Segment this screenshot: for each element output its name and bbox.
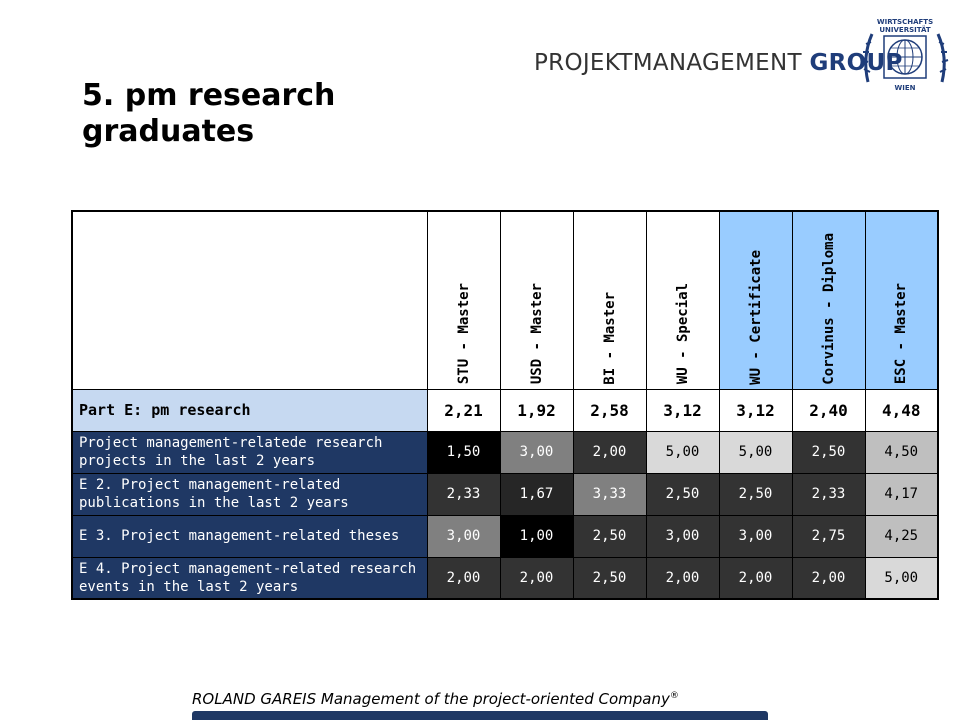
column-header-label: Corvinus - Diploma — [820, 232, 837, 385]
value-cell: 2,75 — [791, 514, 866, 558]
research-table: STU - Master USD - Master BI - Master WU - … — [71, 210, 939, 600]
row-label: E 2. Project management-related publicat… — [71, 472, 428, 516]
brand-right: GROUP — [809, 50, 903, 76]
value-cell: 2,33 — [791, 472, 866, 516]
column-header-label: BI - Master — [601, 291, 618, 385]
header-row: STU - Master USD - Master BI - Master WU - … — [71, 210, 939, 390]
row-label: E 4. Project management-related research… — [71, 556, 428, 600]
part-label: Part E: pm research — [71, 388, 428, 432]
value-cell: 1,00 — [499, 514, 574, 558]
value-cell: 2,00 — [645, 556, 720, 600]
value-cell: 1,67 — [499, 472, 574, 516]
column-header-label: WU - Certificate — [747, 249, 764, 385]
value-cell: 5,00 — [645, 430, 720, 474]
value-cell: 3,00 — [718, 514, 793, 558]
table-row: E 4. Project management-related research… — [71, 556, 939, 600]
part-value-cell: 2,58 — [572, 388, 647, 432]
seal-top-text: WIRTSCHAFTS — [877, 18, 933, 26]
value-cell: 2,00 — [499, 556, 574, 600]
part-value-cell: 1,92 — [499, 388, 574, 432]
column-header-label: WU - Special — [674, 283, 691, 385]
value-cell: 3,00 — [426, 514, 501, 558]
footer-text: ROLAND GAREIS Management of the project-… — [192, 690, 670, 708]
part-value-cell: 3,12 — [718, 388, 793, 432]
row-label: E 3. Project management-related theses — [71, 514, 428, 558]
value-cell: 3,00 — [645, 514, 720, 558]
value-cell: 2,50 — [645, 472, 720, 516]
row-label: Project management-relatede research pro… — [71, 430, 428, 474]
value-cell: 3,00 — [499, 430, 574, 474]
brand-left: PROJEKTMANAGEMENT — [534, 50, 802, 76]
column-header: WU - Certificate — [718, 210, 793, 390]
table-row: E 2. Project management-related publicat… — [71, 472, 939, 516]
column-header-label: ESC - Master — [893, 283, 910, 385]
value-cell: 2,00 — [572, 430, 647, 474]
column-header-label: USD - Master — [528, 283, 545, 385]
column-header: ESC - Master — [864, 210, 939, 390]
value-cell: 4,17 — [864, 472, 939, 516]
value-cell: 2,00 — [791, 556, 866, 600]
column-header: BI - Master — [572, 210, 647, 390]
seal-bottom-text: WIEN — [895, 84, 916, 92]
registered-mark: ® — [669, 691, 679, 701]
table-row: Project management-relatede research pro… — [71, 430, 939, 474]
page-title: 5. pm research graduates — [82, 78, 336, 149]
value-cell: 3,33 — [572, 472, 647, 516]
column-header: USD - Master — [499, 210, 574, 390]
table-row: E 3. Project management-related theses 3,… — [71, 514, 939, 558]
value-cell: 1,50 — [426, 430, 501, 474]
value-cell: 2,50 — [572, 556, 647, 600]
column-header: Corvinus - Diploma — [791, 210, 866, 390]
part-row: Part E: pm research 2,21 1,92 2,58 3,12 3,12 2… — [71, 388, 939, 432]
part-value-cell: 2,21 — [426, 388, 501, 432]
part-value-cell: 3,12 — [645, 388, 720, 432]
seal-mid-text: UNIVERSITÄT — [879, 25, 930, 34]
value-cell: 5,00 — [718, 430, 793, 474]
column-header: STU - Master — [426, 210, 501, 390]
brand-wordmark: PROJEKTMANAGEMENT GROUP — [534, 50, 903, 76]
value-cell: 4,25 — [864, 514, 939, 558]
header-blank-cell — [71, 210, 428, 390]
footer-bar — [192, 711, 768, 720]
footer-caption: ROLAND GAREIS Management of the project-… — [192, 690, 679, 708]
value-cell: 4,50 — [864, 430, 939, 474]
university-seal-icon: WIRTSCHAFTS UNIVERSITÄT WIEN — [861, 18, 949, 92]
value-cell: 5,00 — [864, 556, 939, 600]
part-value-cell: 4,48 — [864, 388, 939, 432]
value-cell: 2,00 — [718, 556, 793, 600]
column-header-label: STU - Master — [455, 283, 472, 385]
value-cell: 2,33 — [426, 472, 501, 516]
value-cell: 2,00 — [426, 556, 501, 600]
value-cell: 2,50 — [791, 430, 866, 474]
value-cell: 2,50 — [718, 472, 793, 516]
value-cell: 2,50 — [572, 514, 647, 558]
part-value-cell: 2,40 — [791, 388, 866, 432]
column-header: WU - Special — [645, 210, 720, 390]
